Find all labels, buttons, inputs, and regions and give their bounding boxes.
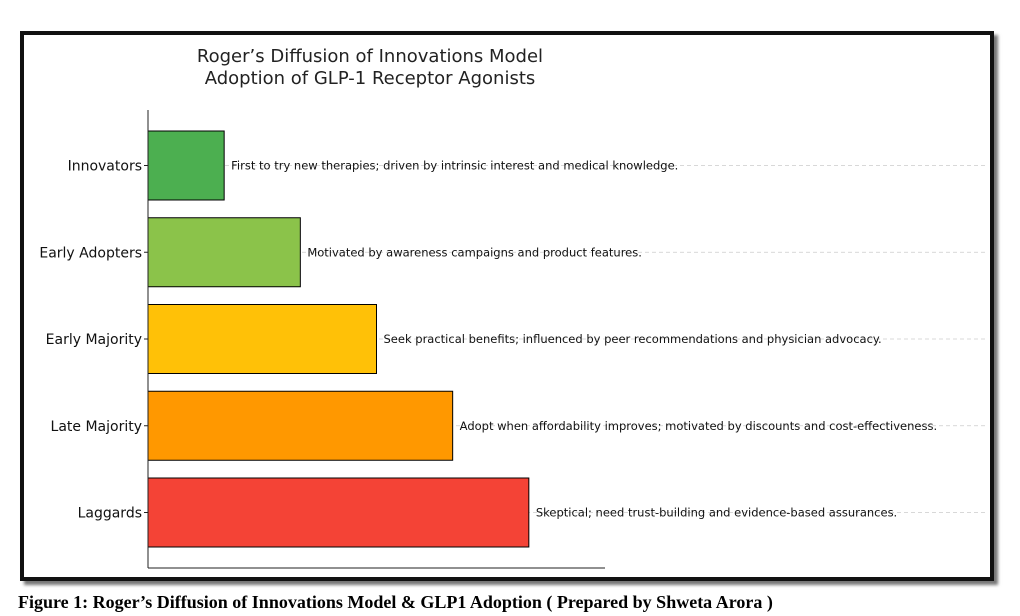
annotation-early-majority: Seek practical benefits; influenced by p… <box>384 332 882 346</box>
annotation-innovators: First to try new therapies; driven by in… <box>231 159 678 173</box>
bar-innovators <box>147 130 225 201</box>
bar-early-adopters <box>147 217 301 288</box>
y-tick-label-early-majority: Early Majority <box>46 332 142 348</box>
annotation-late-majority: Adopt when affordability improves; motiv… <box>460 419 937 433</box>
y-tick-label-late-majority: Late Majority <box>51 419 142 435</box>
bar-laggards <box>147 477 530 548</box>
bar-late-majority <box>147 390 454 461</box>
label-layer: Innovators First to try new therapies; dr… <box>39 159 937 522</box>
chart-title-line-2: Adoption of GLP-1 Receptor Agonists <box>205 68 536 89</box>
chart-title-line-1: Roger’s Diffusion of Innovations Model <box>197 46 543 67</box>
y-tick-label-innovators: Innovators <box>68 159 142 175</box>
bar-layer <box>147 130 530 548</box>
y-tick-label-early-adopters: Early Adopters <box>39 245 142 261</box>
figure-caption: Figure 1: Roger’s Diffusion of Innovatio… <box>18 592 773 612</box>
annotation-laggards: Skeptical; need trust-building and evide… <box>536 506 897 520</box>
y-tick-label-laggards: Laggards <box>78 506 142 522</box>
bar-early-majority <box>147 304 377 374</box>
chart-canvas: Roger’s Diffusion of Innovations Model A… <box>39 46 985 569</box>
annotation-early-adopters: Motivated by awareness campaigns and pro… <box>307 245 642 259</box>
